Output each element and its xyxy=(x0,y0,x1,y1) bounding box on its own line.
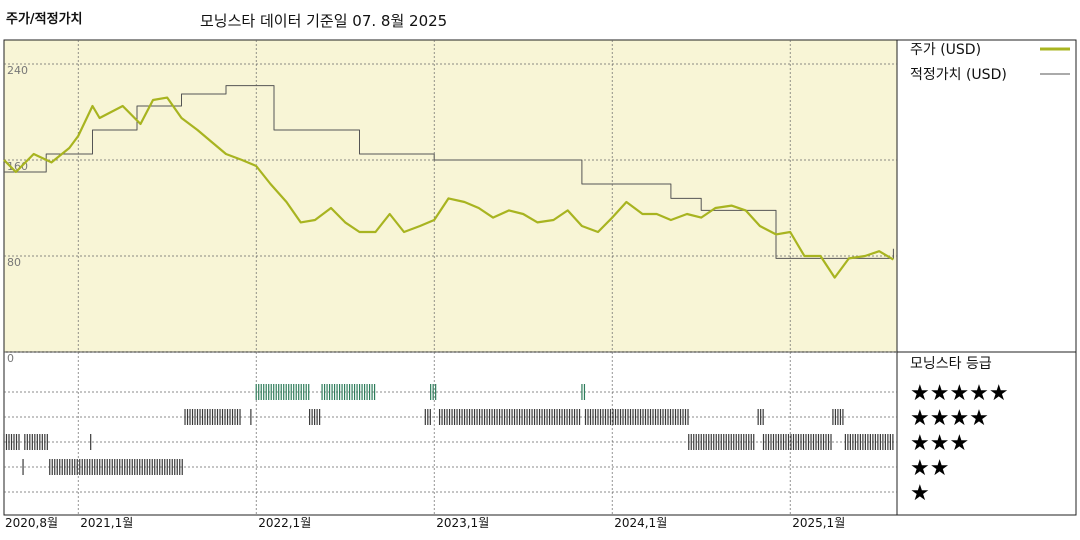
fair-value-series-line xyxy=(4,85,894,259)
rating-period-2-star xyxy=(49,459,183,475)
y-tick-label: 80 xyxy=(7,256,21,269)
x-axis-ticks: 2020,8월 2021,1월 2022,1월 2023,1월 2024,1월 2025,… xyxy=(5,516,845,530)
rating-period-4-star xyxy=(584,409,689,425)
rating-level-5-label: ★★★★★ xyxy=(910,381,1009,406)
x-tick-label: 2022,1월 xyxy=(258,516,311,530)
rating-period-4-star xyxy=(309,409,321,425)
x-tick-label: 2024,1월 xyxy=(614,516,667,530)
chart-frame xyxy=(3,39,1077,516)
rating-period-5-star xyxy=(255,384,310,400)
rating-period-5-star xyxy=(321,384,376,400)
rating-period-5-star xyxy=(581,384,586,400)
y-tick-label: 240 xyxy=(7,64,28,77)
x-tick-label: 2020,8월 xyxy=(5,516,58,530)
plot-background xyxy=(4,40,897,352)
rating-star-labels: ★★★★★★★★★★★★★★★ xyxy=(910,381,1009,506)
rating-period-4-star xyxy=(438,409,581,425)
rating-period-4-star xyxy=(757,409,764,425)
series-lines xyxy=(3,85,894,279)
rating-level-4-label: ★★★★ xyxy=(910,406,989,431)
data-date-label: 모닝스타 데이터 기준일 07. 8월 2025 xyxy=(200,12,448,30)
rating-period-3-star xyxy=(844,434,894,450)
chart-title: 주가/적정가치 xyxy=(6,12,83,27)
rating-title: 모닝스타 등급 xyxy=(910,356,992,372)
rating-period-3-star xyxy=(688,434,755,450)
price-series-line xyxy=(3,96,894,279)
x-tick-label: 2023,1월 xyxy=(436,516,489,530)
rating-history xyxy=(3,384,894,475)
rating-period-3-star xyxy=(24,434,48,450)
rating-period-4-star xyxy=(424,409,431,425)
rating-period-5-star xyxy=(430,384,437,400)
rating-period-3-star xyxy=(762,434,832,450)
y-tick-label: 0 xyxy=(7,352,14,365)
x-tick-label: 2021,1월 xyxy=(80,516,133,530)
x-tick-label: 2025,1월 xyxy=(792,516,845,530)
rating-period-4-star xyxy=(184,409,241,425)
rating-level-2-label: ★★ xyxy=(910,456,949,481)
legend-price-label: 주가 (USD) xyxy=(910,42,981,58)
rating-period-3-star xyxy=(3,434,20,450)
legend-fair-label: 적정가치 (USD) xyxy=(910,67,1007,83)
rating-level-1-label: ★ xyxy=(910,481,930,506)
rating-level-3-label: ★★★ xyxy=(910,431,969,456)
rating-period-4-star xyxy=(832,409,844,425)
